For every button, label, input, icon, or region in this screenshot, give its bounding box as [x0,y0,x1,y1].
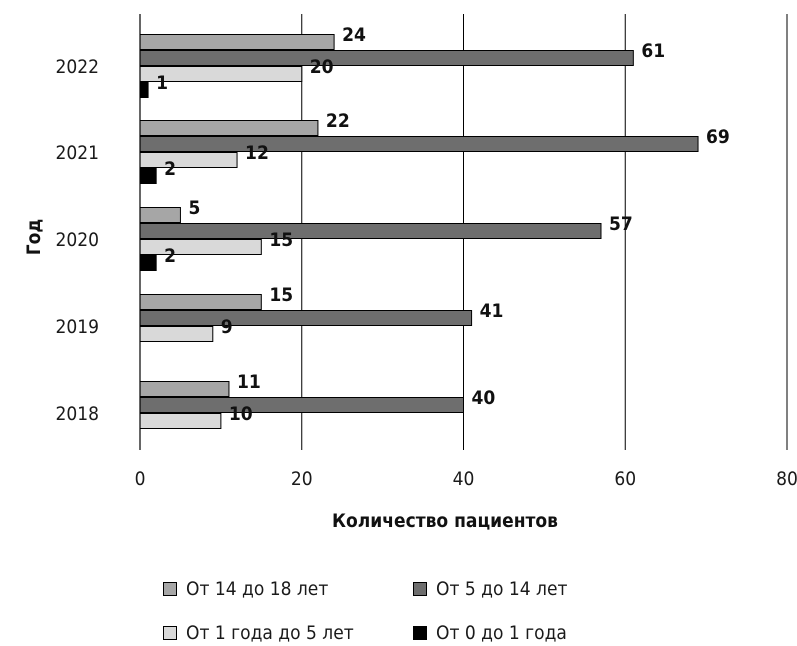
bar [139,397,464,413]
data-label: 5 [188,197,200,219]
bar [139,326,214,342]
bar [139,136,699,152]
x-tick-label: 80 [776,468,797,490]
data-label: 40 [472,387,496,409]
legend-label: От 0 до 1 года [436,622,567,644]
bar [139,255,157,271]
data-label: 24 [342,24,366,46]
bar [139,381,230,397]
legend-item: От 0 до 1 года [413,622,567,644]
data-label: 61 [641,40,665,62]
data-label: 22 [326,110,350,132]
x-tick-label: 40 [453,468,475,490]
data-label: 20 [310,56,334,78]
y-category-label: 2021 [56,142,100,164]
data-label: 9 [221,316,233,338]
data-label: 10 [229,403,253,425]
bar [139,50,634,66]
bar [139,223,602,239]
bar [139,82,149,98]
bar [139,120,319,136]
y-category-label: 2022 [56,56,100,78]
legend-item: От 5 до 14 лет [413,578,567,600]
bar [139,207,181,223]
data-label: 15 [269,229,293,251]
data-label: 41 [480,300,504,322]
bar [139,34,335,50]
x-axis-title: Количество пациентов [332,510,558,532]
bar [139,294,262,310]
legend-swatch [413,626,427,640]
legend-label: От 1 года до 5 лет [186,622,354,644]
data-label: 69 [706,126,730,148]
data-label: 2 [164,158,176,180]
legend-item: От 14 до 18 лет [163,578,328,600]
data-label: 12 [245,142,269,164]
legend-swatch [163,582,177,596]
legend-label: От 5 до 14 лет [436,578,568,600]
legend-swatch [163,626,177,640]
y-category-label: 2018 [56,403,100,425]
x-tick-label: 0 [135,468,146,490]
bar [139,168,157,184]
bars [139,34,699,429]
data-label: 15 [269,284,293,306]
data-label: 1 [156,72,168,94]
y-axis-title: Год [23,219,45,255]
x-tick-label: 20 [291,468,313,490]
data-label: 2 [164,245,176,267]
data-label: 11 [237,371,261,393]
bar [139,152,238,168]
bar [139,413,222,429]
legend-label: От 14 до 18 лет [186,578,329,600]
y-category-label: 2019 [56,316,100,338]
legend-item: От 1 года до 5 лет [163,622,354,644]
data-label: 57 [609,213,633,235]
legend-swatch [413,582,427,596]
bar [139,310,473,326]
bar [139,239,262,255]
x-tick-label: 60 [614,468,636,490]
y-category-label: 2020 [56,229,100,251]
